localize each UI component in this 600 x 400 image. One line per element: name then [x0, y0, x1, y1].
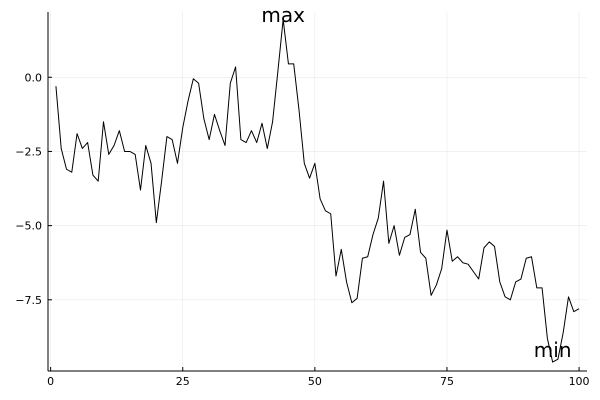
tick-labels: 0 25 50 75 100 0.0 −2.5 −5.0 −7.5 [15, 71, 589, 388]
y-tick-label: −5.0 [15, 220, 42, 233]
y-tick-label: 0.0 [25, 71, 43, 84]
x-tick-label: 25 [176, 375, 190, 388]
series [55, 18, 580, 363]
axes [47, 12, 587, 372]
grid [48, 12, 587, 371]
annotation-min: min [534, 338, 572, 362]
x-tick-label: 0 [47, 375, 54, 388]
x-tick-label: 100 [569, 375, 590, 388]
series-line [55, 18, 580, 363]
y-tick-label: −7.5 [15, 294, 42, 307]
annotation-max: max [261, 3, 305, 27]
y-tick-label: −2.5 [15, 145, 42, 158]
x-tick-label: 50 [308, 375, 322, 388]
x-tick-label: 75 [440, 375, 454, 388]
annotations: max min [261, 3, 571, 362]
